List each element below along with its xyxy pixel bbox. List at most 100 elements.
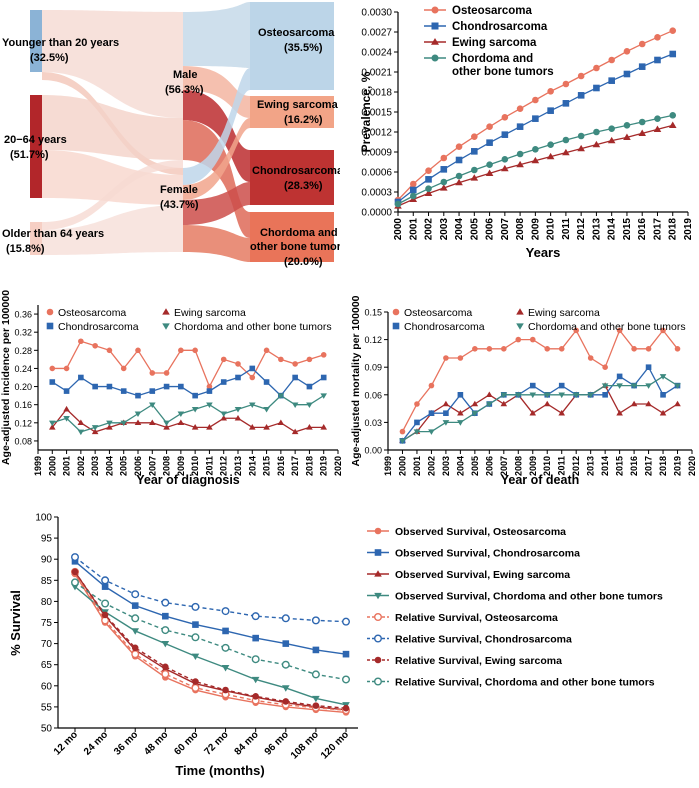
data-point (486, 161, 493, 168)
data-point (106, 420, 113, 427)
x-tick-label: 2015 (615, 456, 625, 476)
data-point (235, 374, 241, 381)
x-tick-label: 2018 (304, 456, 314, 476)
data-point (577, 72, 585, 80)
data-point (162, 612, 169, 620)
x-tick-label: 2009 (528, 456, 538, 476)
data-point (516, 105, 524, 112)
y-tick-label: 0.0018 (361, 88, 392, 99)
data-point (485, 169, 494, 176)
series-line (401, 329, 679, 432)
data-point (282, 640, 290, 647)
y-axis-label: % Survival (8, 590, 23, 656)
x-tick-label: 2016 (629, 456, 639, 476)
data-point (630, 383, 638, 389)
data-point (148, 419, 156, 426)
data-point (220, 411, 228, 418)
data-point (645, 346, 652, 352)
data-point (440, 166, 448, 173)
data-point (486, 391, 493, 398)
x-tick-label: 2007 (147, 456, 157, 476)
data-point (278, 356, 284, 363)
x-tick-label: 2004 (455, 456, 465, 476)
x-tick-label: 2013 (233, 456, 243, 476)
data-point (63, 405, 70, 412)
data-point (616, 373, 623, 380)
data-point (654, 34, 661, 41)
data-point (602, 364, 608, 370)
data-point (472, 346, 478, 352)
flow-old-female (42, 205, 183, 255)
data-point (660, 327, 666, 334)
legend-label: Chordoma and other bone tumors (174, 321, 332, 333)
y-tick-label: 0.36 (14, 310, 32, 320)
data-point (263, 424, 270, 430)
pct-adult: (51.7%) (10, 149, 49, 161)
series-line (74, 581, 347, 681)
data-point (425, 176, 432, 183)
x-tick-label: 2000 (397, 456, 407, 476)
data-point (311, 616, 320, 625)
y-tick-label: 0.09 (364, 363, 382, 373)
data-point (630, 400, 638, 407)
data-point (320, 374, 327, 381)
y-tick-label: 80 (41, 597, 53, 608)
legend-marker (46, 308, 54, 316)
legend-marker (431, 54, 439, 62)
data-point (440, 178, 448, 186)
data-point (669, 50, 677, 58)
data-point (623, 48, 631, 55)
node-chordoma (250, 212, 334, 262)
data-point (312, 695, 320, 703)
data-point (249, 365, 256, 372)
legend-marker (162, 308, 170, 315)
x-tick-label: 2011 (204, 456, 214, 476)
label-male: Male (173, 69, 197, 81)
legend-marker (374, 549, 382, 556)
y-tick-label: 0.15 (364, 308, 382, 318)
data-point (251, 655, 260, 664)
data-point (192, 678, 199, 685)
flow-adult-female (42, 150, 183, 205)
data-point (131, 602, 139, 609)
flow-male-osteo (183, 2, 250, 68)
data-point (428, 410, 435, 416)
data-point (608, 125, 615, 132)
data-point (306, 424, 313, 430)
legend-marker (392, 308, 400, 316)
legend-marker (46, 322, 54, 330)
y-tick-label: 0.12 (364, 335, 382, 345)
data-point (149, 370, 156, 376)
data-point (424, 189, 433, 196)
data-point (161, 669, 170, 678)
data-point (77, 419, 85, 426)
flow-female-chondro (183, 182, 250, 225)
data-point (48, 424, 56, 430)
x-tick-label: 2012 (219, 456, 229, 476)
data-point (592, 140, 601, 148)
legend-marker (431, 38, 439, 45)
x-tick-label: 2006 (484, 456, 494, 476)
x-tick-label: 2018 (658, 456, 668, 476)
data-point (399, 428, 406, 435)
data-point (515, 336, 522, 343)
data-point (306, 402, 313, 408)
data-point (638, 129, 647, 136)
flow-young-male (42, 10, 183, 118)
series-line (74, 571, 347, 711)
label-osteosarcoma: Osteosarcoma (258, 27, 335, 39)
data-point (163, 370, 170, 376)
x-tick-label: 120 mo (319, 729, 351, 761)
x-tick-label: 2012 (571, 456, 581, 476)
data-point (425, 185, 432, 192)
label-chordoma-2: other bone tumors (250, 241, 340, 253)
data-point (342, 675, 351, 684)
data-point (48, 420, 56, 427)
x-tick-label: 108 mo (289, 729, 321, 761)
data-point (443, 410, 449, 416)
series-line (74, 586, 347, 706)
x-tick-label: 2010 (542, 456, 552, 476)
data-point (616, 409, 623, 416)
x-tick-label: 2005 (469, 218, 480, 241)
data-point (91, 428, 99, 435)
